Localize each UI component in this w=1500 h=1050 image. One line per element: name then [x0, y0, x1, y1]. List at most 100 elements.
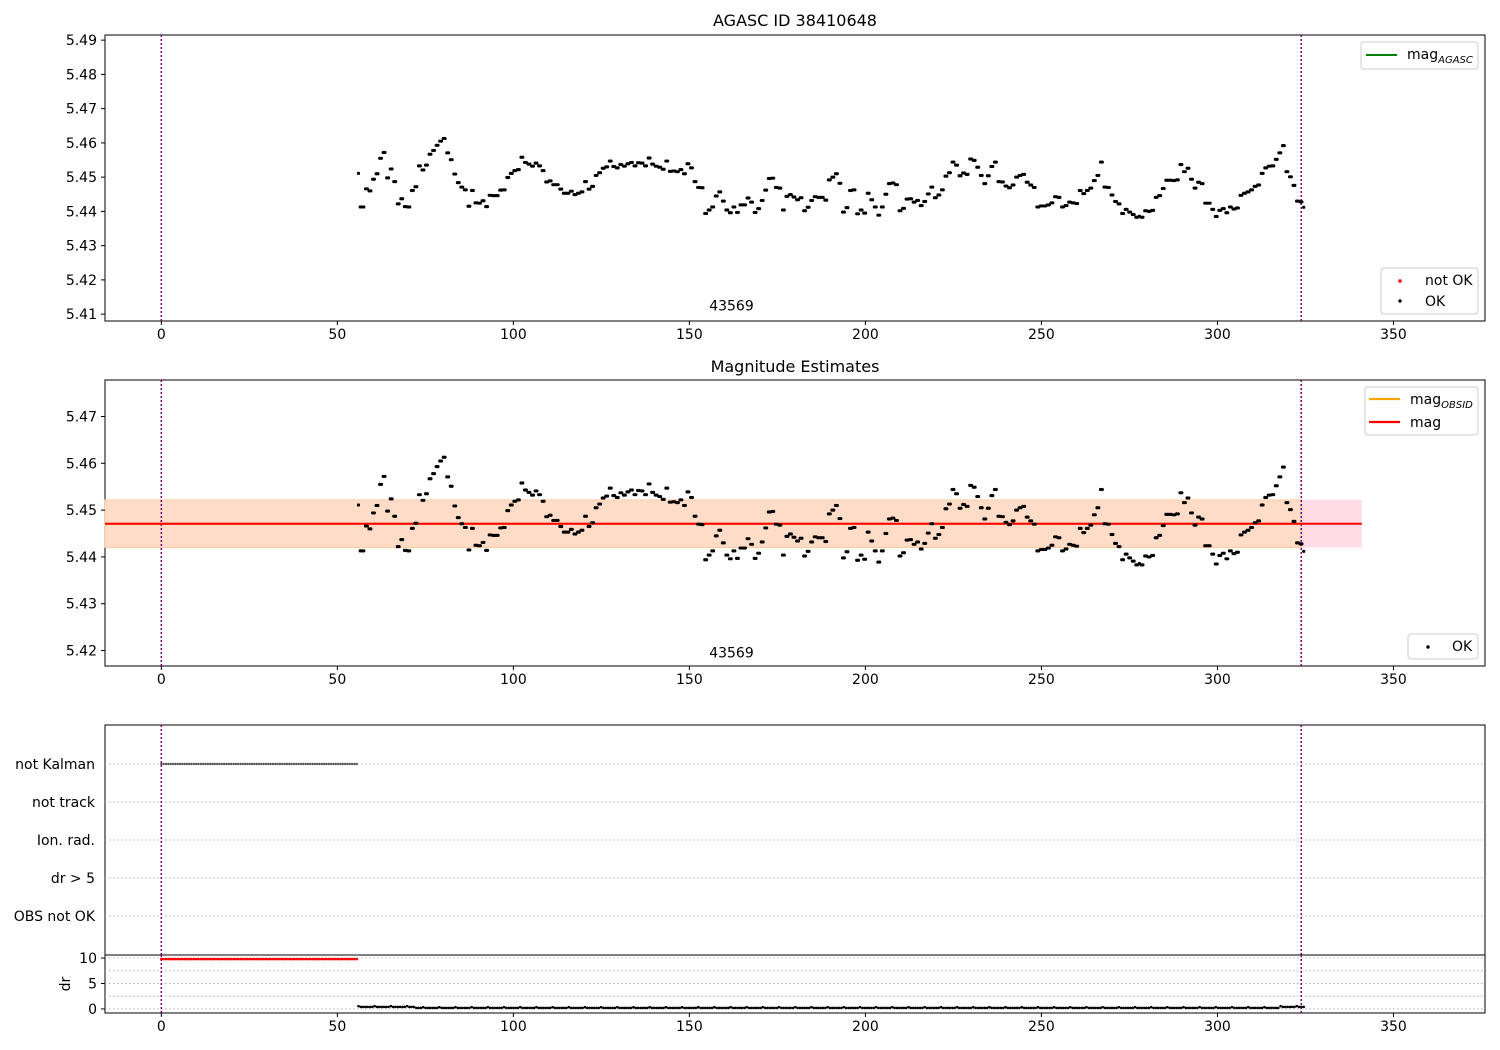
dr-point-not-ok: [271, 957, 275, 961]
dr-point-ok: [463, 1006, 467, 1010]
flag-point: [243, 762, 247, 766]
dr-point-ok: [1027, 1006, 1030, 1010]
dr-point-ok: [768, 1006, 772, 1010]
flag-point: [215, 762, 219, 766]
dr-point-ok: [1209, 1006, 1213, 1010]
data-point-ok: [807, 549, 811, 553]
data-point-ok: [372, 177, 376, 181]
dr-point-ok: [1297, 1005, 1301, 1009]
data-point-ok: [549, 179, 553, 183]
dr-point-ok: [981, 1006, 984, 1010]
dr-point-ok: [606, 1006, 610, 1010]
data-point-ok: [1111, 193, 1115, 197]
data-point-ok: [927, 531, 931, 535]
dr-point-ok: [1239, 1006, 1243, 1010]
data-point-ok: [605, 494, 610, 498]
legend-ok: OK: [1407, 633, 1479, 660]
x-tick-label: 200: [852, 327, 879, 343]
data-point-ok: [874, 205, 878, 209]
data-point-ok: [754, 210, 758, 215]
dr-point-ok: [1184, 1006, 1188, 1010]
dr-point-ok: [592, 1006, 596, 1010]
dr-point-ok: [800, 1006, 804, 1010]
dr-point-ok: [1008, 1006, 1012, 1010]
data-point-ok: [1128, 210, 1133, 214]
dr-point-ok: [1198, 1005, 1202, 1009]
data-point-ok: [874, 549, 878, 553]
data-point-ok: [1289, 175, 1293, 179]
data-point-ok: [1008, 523, 1013, 527]
dr-point-ok: [881, 1006, 885, 1010]
dr-point-not-ok: [325, 957, 328, 961]
dr-point-ok: [893, 1006, 896, 1010]
dr-point-ok: [1029, 1006, 1033, 1010]
dr-point-not-ok: [176, 957, 179, 961]
dr-point-not-ok: [234, 957, 238, 961]
x-tick-label: 300: [1204, 672, 1231, 688]
dr-point-ok: [1246, 1005, 1250, 1009]
dr-point-ok: [553, 1006, 557, 1010]
dr-point-not-ok: [222, 957, 226, 961]
dr-point-ok: [616, 1005, 619, 1009]
dr-point-ok: [421, 1005, 425, 1009]
dr-point-ok: [622, 1006, 626, 1010]
data-point-ok: [846, 206, 850, 210]
dr-point-ok: [932, 1006, 936, 1010]
dr-point-ok: [408, 1005, 411, 1009]
data-point-ok: [1141, 215, 1145, 219]
data-point-ok: [425, 163, 429, 167]
data-point-ok: [789, 532, 793, 536]
data-point-ok: [927, 192, 931, 196]
dr-point-ok: [1142, 1006, 1146, 1010]
dr-point-not-ok: [169, 957, 172, 961]
dr-point-not-ok: [304, 957, 307, 961]
dr-point-not-ok: [185, 957, 189, 961]
x-tick-label: 300: [1204, 327, 1231, 343]
x-tick-label: 250: [1028, 672, 1055, 688]
dr-point-ok: [579, 1006, 582, 1010]
data-point-ok: [1226, 557, 1230, 561]
dr-point-ok: [1122, 1006, 1125, 1010]
data-point-ok: [846, 550, 850, 554]
data-point-ok: [1100, 487, 1104, 492]
data-point-ok: [1151, 208, 1156, 212]
data-point-ok: [938, 532, 942, 537]
dr-point-ok: [689, 1006, 693, 1010]
dr-point-ok: [1101, 1005, 1104, 1009]
dr-point-ok: [1177, 1006, 1181, 1010]
dr-point-not-ok: [276, 957, 279, 961]
panel-flags: not Kalman not track Ion. rad. dr > 5 OBS no…: [14, 724, 1486, 956]
data-point-ok: [779, 186, 783, 190]
dr-point-ok: [1057, 1006, 1061, 1010]
dr-point-not-ok: [213, 957, 217, 961]
data-point-ok: [401, 197, 405, 201]
dr-point-ok: [844, 1006, 848, 1010]
flag-point: [311, 762, 314, 766]
data-point-ok: [662, 167, 666, 171]
data-point-ok: [715, 194, 719, 198]
dr-point-ok: [1085, 1005, 1088, 1009]
dr-point-ok: [708, 1006, 712, 1010]
dr-point-ok: [805, 1006, 809, 1010]
data-point-ok: [895, 518, 899, 523]
dr-point-ok: [590, 1006, 594, 1010]
data-point-ok: [393, 514, 398, 518]
dr-point-not-ok: [194, 957, 198, 961]
dr-point-ok: [976, 1006, 980, 1010]
dr-point-ok: [978, 1006, 982, 1010]
dr-point-ok: [826, 1005, 829, 1009]
legend-label-mag-agasc: magAGASC: [1407, 47, 1473, 66]
dr-point-ok: [897, 1006, 901, 1010]
dr-point-ok: [1288, 1005, 1292, 1009]
dr-point-not-ok: [334, 957, 338, 961]
dr-point-ok: [683, 1006, 686, 1010]
legend-marker-ok: [1426, 645, 1430, 649]
data-point-ok: [648, 482, 652, 486]
dr-point-ok: [625, 1006, 628, 1010]
dr-point-ok: [1034, 1006, 1037, 1010]
dr-point-ok: [576, 1006, 580, 1010]
data-point-ok: [1001, 515, 1005, 519]
flag-point: [199, 762, 203, 766]
flag-row-label: OBS not OK: [14, 909, 96, 925]
dr-point-ok: [567, 1005, 571, 1009]
